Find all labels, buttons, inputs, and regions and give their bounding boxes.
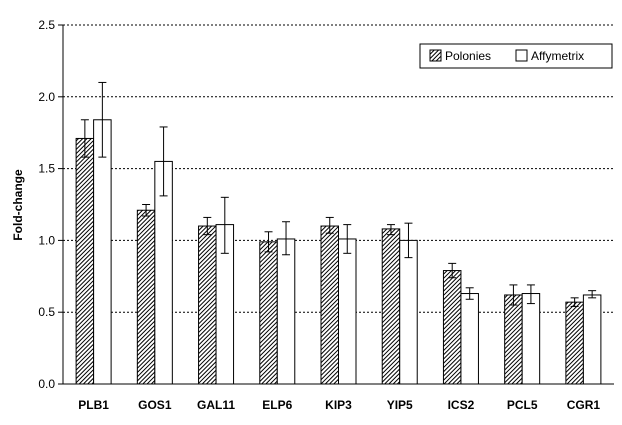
legend-label-affymetrix: Affymetrix xyxy=(531,49,584,63)
x-tick-label: PLB1 xyxy=(78,398,109,412)
bar-polonies-kip3 xyxy=(320,225,339,385)
y-tick-label: 0.5 xyxy=(38,305,55,319)
bar-polonies-cgr1 xyxy=(565,301,584,385)
y-tick-label: 1.0 xyxy=(38,233,55,247)
x-tick-label: PCL5 xyxy=(507,398,538,412)
y-tick-label: 2.0 xyxy=(38,90,55,104)
bar-affymetrix-plb1 xyxy=(93,119,112,385)
x-tick-label: GOS1 xyxy=(138,398,172,412)
x-tick-label: KIP3 xyxy=(325,398,352,412)
legend: Polonies Affymetrix xyxy=(419,43,613,69)
bar-affymetrix-yip5 xyxy=(399,239,418,385)
legend-swatch-affymetrix xyxy=(515,49,528,62)
bar-polonies-elp6 xyxy=(259,241,278,385)
y-axis-title: Fold-change xyxy=(11,169,25,241)
bar-affymetrix-pcl5 xyxy=(521,293,541,385)
x-tick-label: ELP6 xyxy=(262,398,292,412)
x-tick-label: YIP5 xyxy=(387,398,413,412)
legend-label-polonies: Polonies xyxy=(445,49,491,63)
bar-affymetrix-kip3 xyxy=(338,238,357,385)
bar-affymetrix-elp6 xyxy=(276,238,296,385)
bar-polonies-yip5 xyxy=(381,228,401,385)
axes: 0.0 0.5 1.0 1.5 2.0 2.5 PLB1 GOS1 GAL11 ELP6 KIP3 Y… xyxy=(38,18,614,412)
legend-swatch-polonies xyxy=(429,49,442,62)
bar-polonies-gos1 xyxy=(136,209,156,385)
bars xyxy=(75,81,602,385)
y-tick-label: 2.5 xyxy=(38,18,55,32)
bar-polonies-plb1 xyxy=(75,137,95,385)
x-tick-label: GAL11 xyxy=(197,398,235,412)
bar-polonies-gal11 xyxy=(198,225,217,385)
x-tick-label: ICS2 xyxy=(448,398,475,412)
x-tick-label: CGR1 xyxy=(567,398,601,412)
y-tick-label: 1.5 xyxy=(38,162,55,176)
bar-polonies-ics2 xyxy=(442,270,462,385)
bar-affymetrix-cgr1 xyxy=(582,294,602,385)
y-tick-label: 0.0 xyxy=(38,377,55,391)
bar-polonies-pcl5 xyxy=(504,294,523,385)
bar-affymetrix-ics2 xyxy=(460,293,479,385)
